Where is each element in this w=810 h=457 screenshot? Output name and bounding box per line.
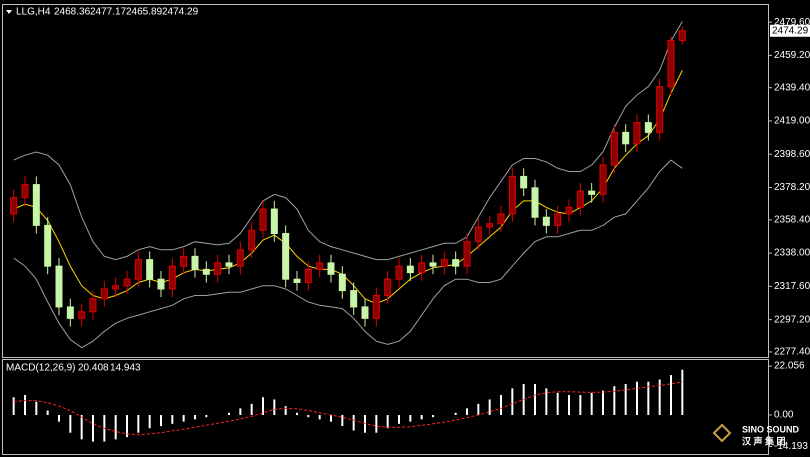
candle-body xyxy=(338,273,346,292)
candle-body xyxy=(497,213,505,225)
ohlc-close: 2474.29 xyxy=(162,7,199,18)
y-tick-label: 2398.60 xyxy=(774,149,810,160)
main-frame xyxy=(2,4,769,358)
candle-body xyxy=(248,229,256,251)
watermark: SINO SOUND 汉 声 集 团 xyxy=(712,423,800,446)
y-tick-label: 2439.40 xyxy=(774,82,810,93)
candle-body xyxy=(282,233,290,280)
candle-body xyxy=(644,122,652,133)
candle-body xyxy=(21,184,29,199)
y-tick-label: 2338.00 xyxy=(774,248,810,259)
candle-body xyxy=(622,131,630,145)
candle-body xyxy=(520,175,528,189)
candle-body xyxy=(191,255,199,270)
candle-body xyxy=(78,311,86,319)
y-tick-label: 0.00 xyxy=(774,410,794,421)
candle-body xyxy=(565,206,573,215)
candle-body xyxy=(429,262,437,267)
candle-body xyxy=(293,278,301,283)
watermark-brand: SINO SOUND xyxy=(742,424,800,434)
y-tick-label: 2459.20 xyxy=(774,50,810,61)
candle-body xyxy=(89,298,97,313)
candle-body xyxy=(418,262,426,274)
candle-body xyxy=(123,278,131,287)
candle-body xyxy=(599,164,607,195)
candle-body xyxy=(350,290,358,308)
candle-body xyxy=(55,265,63,308)
candle-body xyxy=(202,268,210,275)
signal-value: 14.943 xyxy=(110,363,141,374)
indicator-line xyxy=(13,21,683,261)
candle-body xyxy=(452,259,460,267)
candle-body xyxy=(633,122,641,145)
candle-body xyxy=(134,259,142,280)
y-tick-label: 2358.40 xyxy=(774,214,810,225)
candle-body xyxy=(32,184,40,226)
watermark-chinese: 汉 声 集 团 xyxy=(742,435,786,446)
logo-mark xyxy=(712,423,732,443)
last-price-box xyxy=(770,24,810,37)
ohlc-high: 2477.17 xyxy=(90,7,127,18)
macd-title: MACD(12,26,9) xyxy=(6,363,75,374)
candle-body xyxy=(463,241,471,267)
indicator-line xyxy=(13,159,683,349)
y-tick-label: 2277.40 xyxy=(774,347,810,358)
candle-body xyxy=(667,39,675,88)
menu-arrow[interactable] xyxy=(6,10,12,14)
candle-body xyxy=(678,30,686,41)
candle-body xyxy=(440,259,448,267)
ohlc-open: 2468.36 xyxy=(54,7,91,18)
candle-body xyxy=(406,265,414,274)
candle-body xyxy=(157,278,165,290)
candle-body xyxy=(304,268,312,283)
y-tick-label: 2479.60 xyxy=(774,17,810,28)
macd-frame xyxy=(2,359,769,455)
y-tick-label: 2419.00 xyxy=(774,116,810,127)
last-price-label: 2474.29 xyxy=(772,25,809,36)
y-tick-label: 2317.60 xyxy=(774,281,810,292)
candle-body xyxy=(100,288,108,300)
ohlc-low: 2465.89 xyxy=(126,7,163,18)
candle-body xyxy=(270,208,278,235)
candle-body xyxy=(327,262,335,275)
candle-body xyxy=(542,216,550,226)
candle-body xyxy=(44,224,52,267)
candle-body xyxy=(259,208,267,231)
candle-body xyxy=(554,213,562,226)
candle-body xyxy=(10,197,18,215)
candle-body xyxy=(384,278,392,297)
candle-body xyxy=(372,295,380,319)
candle-body xyxy=(168,265,176,290)
candle-body xyxy=(225,262,233,267)
candle-body xyxy=(588,190,596,195)
candle-body xyxy=(610,131,618,166)
y-tick-label: -14.193 xyxy=(774,441,808,452)
candle-body xyxy=(180,255,188,267)
candle-body xyxy=(236,249,244,267)
candle-body xyxy=(656,86,664,133)
candle-body xyxy=(316,262,324,270)
candle-body xyxy=(112,285,120,290)
chart-title: LLG,H4 xyxy=(16,7,51,18)
candle-body xyxy=(531,187,539,218)
y-tick-label: 2297.20 xyxy=(774,314,810,325)
candle-body xyxy=(146,259,154,280)
candle-body xyxy=(486,223,494,228)
candle-body xyxy=(508,175,516,215)
candle-body xyxy=(576,190,584,208)
y-tick-label: 2378.20 xyxy=(774,182,810,193)
candle-body xyxy=(361,306,369,319)
macd-value: 20.408 xyxy=(78,363,109,374)
y-tick-label: 22.056 xyxy=(774,361,805,372)
candle-body xyxy=(66,306,74,319)
candle-body xyxy=(214,262,222,275)
candle-body xyxy=(474,226,482,243)
candle-body xyxy=(395,265,403,280)
